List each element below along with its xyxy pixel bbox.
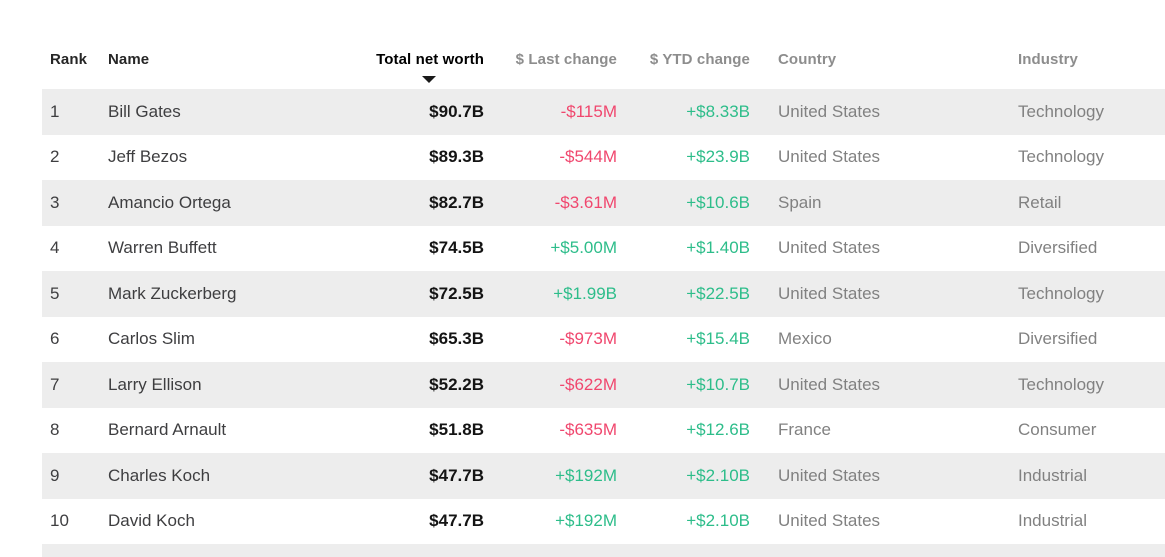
industry-cell: Industrial xyxy=(1018,465,1087,485)
industry-cell: Technology xyxy=(1018,147,1105,167)
rank-cell: 9 xyxy=(50,465,60,485)
rank-cell: 1 xyxy=(50,101,60,121)
column-header-name[interactable]: Name xyxy=(108,51,150,68)
last-change-cell: +$1.99B xyxy=(553,283,617,303)
industry-cell: Diversified xyxy=(1018,238,1098,258)
net-worth-cell: $82.7B xyxy=(429,192,484,212)
table-row[interactable]: 8 Bernard Arnault $51.8B -$635M +$12.6B … xyxy=(42,407,1165,453)
last-change-cell: +$5.00M xyxy=(550,238,617,258)
rank-cell: 5 xyxy=(50,283,60,303)
column-header-last-change[interactable]: $ Last change xyxy=(515,51,617,68)
ytd-change-cell: +$1.40B xyxy=(686,238,750,258)
rank-cell: 4 xyxy=(50,238,60,258)
column-header-rank[interactable]: Rank xyxy=(50,51,88,68)
industry-cell: Diversified xyxy=(1018,329,1098,349)
name-cell[interactable]: Mark Zuckerberg xyxy=(108,283,237,303)
table-row[interactable]: 3 Amancio Ortega $82.7B -$3.61M +$10.6B … xyxy=(42,180,1165,226)
ytd-change-cell: +$10.7B xyxy=(686,374,750,394)
name-cell[interactable]: Larry Ellison xyxy=(108,374,202,394)
rank-cell: 6 xyxy=(50,329,60,349)
name-cell[interactable]: Amancio Ortega xyxy=(108,192,231,212)
net-worth-cell: $90.7B xyxy=(429,101,484,121)
name-cell[interactable]: Bernard Arnault xyxy=(108,420,227,440)
ytd-change-cell: +$2.10B xyxy=(686,465,750,485)
column-header-net-worth-label: Total net worth xyxy=(376,51,484,68)
name-cell[interactable]: Charles Koch xyxy=(108,465,211,485)
last-change-cell: -$3.61M xyxy=(554,192,617,212)
net-worth-cell: $47.7B xyxy=(429,465,484,485)
industry-cell: Consumer xyxy=(1018,420,1097,440)
ytd-change-cell: +$2.10B xyxy=(686,511,750,531)
last-change-cell: -$635M xyxy=(559,420,617,440)
rank-cell: 2 xyxy=(50,147,60,167)
rank-cell: 7 xyxy=(50,374,60,394)
table-row[interactable]: 1 Bill Gates $90.7B -$115M +$8.33B Unite… xyxy=(42,89,1165,135)
next-row-partial-stripe xyxy=(42,544,1165,557)
rank-cell: 3 xyxy=(50,192,60,212)
net-worth-cell: $72.5B xyxy=(429,283,484,303)
country-cell: United States xyxy=(778,238,881,258)
table-row[interactable]: 10 David Koch $47.7B +$192M +$2.10B Unit… xyxy=(42,498,1165,544)
country-cell: United States xyxy=(778,147,881,167)
sort-desc-caret-icon xyxy=(422,76,436,83)
column-header-ytd-change[interactable]: $ YTD change xyxy=(649,51,750,68)
industry-cell: Technology xyxy=(1018,101,1105,121)
rank-cell: 10 xyxy=(50,511,69,531)
country-cell: United States xyxy=(778,374,881,394)
name-cell[interactable]: Bill Gates xyxy=(108,101,181,121)
industry-cell: Retail xyxy=(1018,192,1062,212)
table-row[interactable]: 9 Charles Koch $47.7B +$192M +$2.10B Uni… xyxy=(42,453,1165,499)
column-header-country[interactable]: Country xyxy=(778,51,837,68)
rank-cell: 8 xyxy=(50,420,60,440)
country-cell: United States xyxy=(778,283,881,303)
table-row[interactable]: 7 Larry Ellison $52.2B -$622M +$10.7B Un… xyxy=(42,362,1165,408)
ytd-change-cell: +$15.4B xyxy=(686,329,750,349)
industry-cell: Technology xyxy=(1018,283,1105,303)
net-worth-cell: $47.7B xyxy=(429,511,484,531)
name-cell[interactable]: David Koch xyxy=(108,511,195,531)
ytd-change-cell: +$10.6B xyxy=(686,192,750,212)
net-worth-cell: $74.5B xyxy=(429,238,484,258)
billionaires-table: Rank Name Total net worth $ Last change … xyxy=(42,45,1165,557)
net-worth-cell: $65.3B xyxy=(429,329,484,349)
column-header-net-worth[interactable]: Total net worth xyxy=(338,50,484,83)
name-cell[interactable]: Jeff Bezos xyxy=(108,147,188,167)
last-change-cell: -$115M xyxy=(560,101,617,121)
table-row[interactable]: 5 Mark Zuckerberg $72.5B +$1.99B +$22.5B… xyxy=(42,271,1165,317)
ytd-change-cell: +$8.33B xyxy=(686,101,750,121)
name-cell[interactable]: Warren Buffett xyxy=(108,238,217,258)
table-row[interactable]: 6 Carlos Slim $65.3B -$973M +$15.4B Mexi… xyxy=(42,316,1165,362)
industry-cell: Technology xyxy=(1018,374,1105,394)
table-row[interactable]: 4 Warren Buffett $74.5B +$5.00M +$1.40B … xyxy=(42,225,1165,271)
net-worth-cell: $89.3B xyxy=(429,147,484,167)
table-row[interactable]: 2 Jeff Bezos $89.3B -$544M +$23.9B Unite… xyxy=(42,134,1165,180)
last-change-cell: +$192M xyxy=(555,465,617,485)
country-cell: Mexico xyxy=(778,329,832,349)
ytd-change-cell: +$23.9B xyxy=(686,147,750,167)
last-change-cell: +$192M xyxy=(555,511,617,531)
ytd-change-cell: +$22.5B xyxy=(686,283,750,303)
country-cell: France xyxy=(778,420,831,440)
country-cell: United States xyxy=(778,465,881,485)
ytd-change-cell: +$12.6B xyxy=(686,420,750,440)
last-change-cell: -$544M xyxy=(559,147,617,167)
name-cell[interactable]: Carlos Slim xyxy=(108,329,195,349)
industry-cell: Industrial xyxy=(1018,511,1087,531)
country-cell: Spain xyxy=(778,192,822,212)
country-cell: United States xyxy=(778,511,881,531)
table-header-row: Rank Name Total net worth $ Last change … xyxy=(42,45,1165,89)
country-cell: United States xyxy=(778,101,881,121)
net-worth-cell: $51.8B xyxy=(429,420,484,440)
column-header-industry[interactable]: Industry xyxy=(1018,51,1078,68)
net-worth-cell: $52.2B xyxy=(429,374,484,394)
table-body: 1 Bill Gates $90.7B -$115M +$8.33B Unite… xyxy=(42,89,1165,544)
last-change-cell: -$622M xyxy=(559,374,617,394)
last-change-cell: -$973M xyxy=(559,329,617,349)
